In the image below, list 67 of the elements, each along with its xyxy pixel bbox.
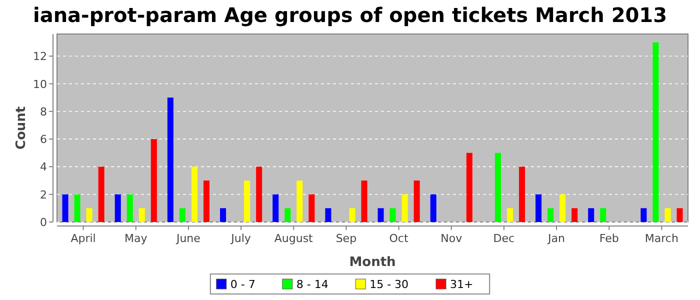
bar: [74, 194, 80, 222]
bar: [536, 194, 542, 222]
bar: [378, 208, 384, 222]
bar: [640, 208, 647, 222]
x-tick-label: May: [124, 232, 148, 245]
bar: [572, 208, 578, 222]
bar: [664, 208, 671, 222]
x-tick-label: Nov: [440, 232, 463, 245]
bar: [494, 152, 501, 222]
bar: [390, 208, 396, 222]
bar: [126, 194, 133, 222]
x-axis-title: Month: [349, 255, 396, 270]
bar: [548, 208, 554, 222]
x-tick-label: March: [644, 232, 678, 245]
bar: [560, 194, 566, 222]
legend-label: 0 - 7: [230, 278, 256, 291]
bar: [138, 208, 145, 222]
bar: [325, 208, 332, 222]
legend-label: 31+: [450, 278, 474, 291]
bar: [98, 166, 104, 222]
legend-label: 8 - 14: [296, 278, 328, 291]
x-tick-label: April: [70, 232, 96, 245]
bar: [600, 208, 606, 222]
bar: [167, 98, 174, 222]
y-tick-label: 2: [40, 188, 47, 202]
y-tick-label: 10: [33, 78, 47, 91]
bar: [179, 208, 186, 222]
bar: [506, 208, 513, 222]
bar: [150, 139, 157, 222]
bar: [114, 194, 121, 222]
bar: [296, 180, 303, 222]
bar: [191, 166, 198, 222]
bar: [414, 180, 420, 222]
legend-label: 15 - 30: [370, 278, 409, 291]
bar: [430, 194, 436, 222]
y-tick-label: 4: [40, 160, 47, 174]
bar: [244, 180, 250, 222]
bar: [272, 194, 279, 222]
x-tick-label: Feb: [599, 232, 619, 245]
bar: [652, 42, 659, 222]
bar: [676, 208, 683, 222]
y-tick-label: 6: [40, 133, 47, 146]
bar: [220, 208, 226, 222]
y-axis-title: Count: [14, 106, 29, 150]
x-tick-label: Jan: [547, 232, 566, 245]
bar: [256, 166, 262, 222]
bar: [203, 180, 210, 222]
x-tick-label: Dec: [493, 232, 515, 245]
y-tick-label: 0: [40, 216, 47, 229]
bar: [466, 152, 472, 222]
bar: [402, 194, 408, 222]
chart-title: iana-prot-param Age groups of open tickets March 2013: [32, 3, 668, 27]
x-tick-label: July: [230, 232, 252, 245]
y-tick-label: 12: [33, 50, 47, 64]
bar: [308, 194, 315, 222]
bar: [86, 208, 92, 222]
bar: [349, 208, 356, 222]
bar: [518, 166, 525, 222]
x-tick-label: August: [274, 232, 314, 245]
x-tick-label: Sep: [336, 232, 357, 245]
bar: [588, 208, 594, 222]
x-tick-label: June: [175, 232, 201, 245]
bar: [62, 194, 68, 222]
x-tick-label: Oct: [389, 232, 409, 245]
y-tick-label: 8: [40, 105, 47, 118]
bar: [284, 208, 291, 222]
bar: [361, 180, 368, 222]
